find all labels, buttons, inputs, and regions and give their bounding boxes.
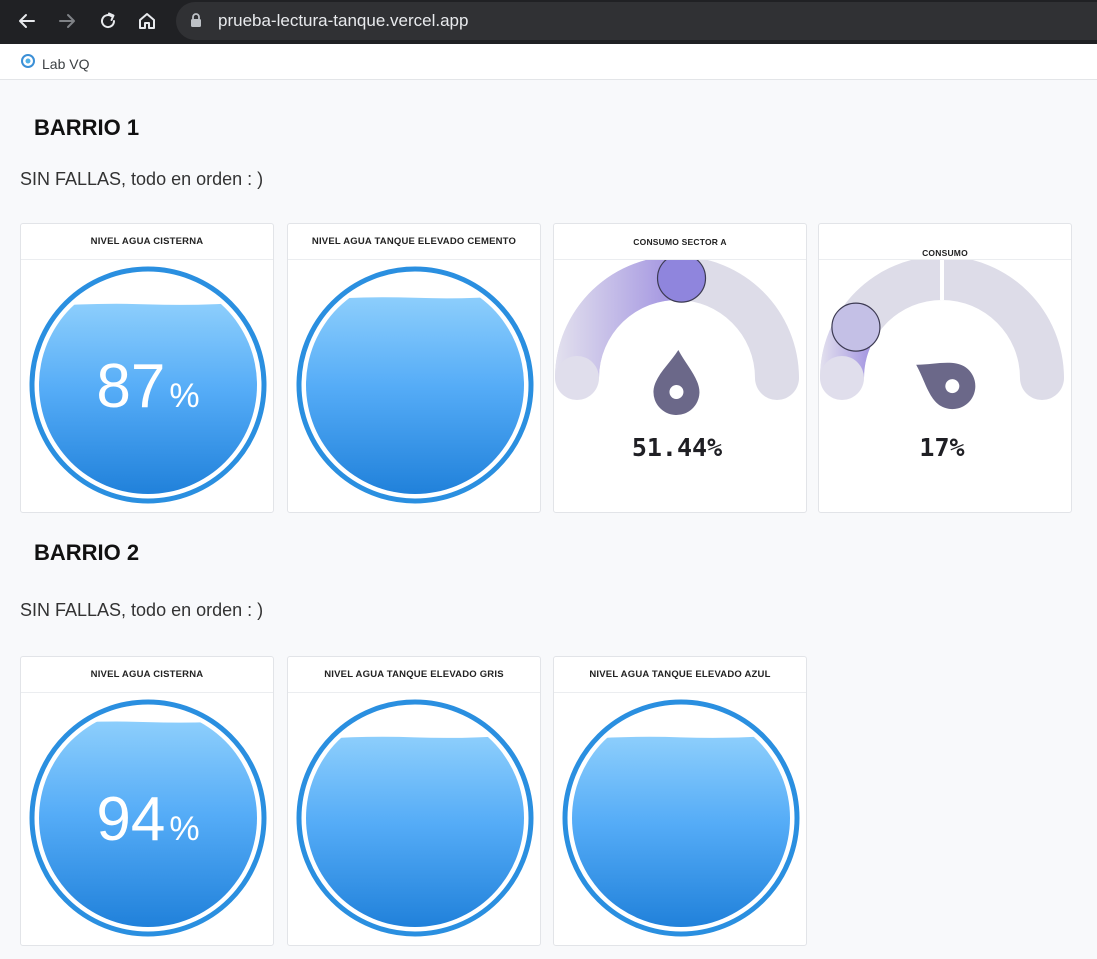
home-icon[interactable] [132, 6, 162, 36]
card-header: NIVEL AGUA TANQUE ELEVADO CEMENTO [288, 224, 540, 260]
gauge-track [820, 260, 1064, 378]
gauge-knob [656, 260, 707, 303]
water-fill [306, 294, 524, 494]
gauge-cap [555, 356, 599, 400]
arrow-left-icon[interactable] [12, 6, 42, 36]
gauge-knob [831, 302, 881, 352]
tank-ring [562, 699, 800, 937]
water-fill [572, 734, 790, 927]
tank-gauge [562, 699, 800, 937]
tank-ring [29, 699, 267, 937]
url-text: prueba-lectura-tanque.vercel.app [218, 11, 469, 30]
water-fill [39, 301, 257, 494]
bookmarks-bar: Lab VQ [0, 44, 1097, 80]
tank-card: NIVEL AGUA CISTERNA 94% [20, 656, 274, 946]
card-title: CONSUMO SECTOR A [633, 236, 727, 247]
lock-icon [190, 12, 202, 33]
tank-gauge: 87% [29, 266, 267, 504]
consumption-gauge: 17% [820, 260, 1064, 462]
tank-ring [296, 266, 534, 504]
tank-gauge: 94% [29, 699, 267, 937]
lab-icon [20, 53, 36, 74]
gauge-card: CONSUMO SECTOR A 51.44% [553, 223, 807, 513]
card-title: CONSUMO [922, 247, 968, 258]
tank-card: NIVEL AGUA TANQUE ELEVADO CEMENTO [287, 223, 541, 513]
tank-ring [296, 699, 534, 937]
tank-card: NIVEL AGUA TANQUE ELEVADO GRIS [287, 656, 541, 946]
gauge-needle [916, 362, 976, 410]
card-title: NIVEL AGUA TANQUE ELEVADO GRIS [324, 669, 504, 680]
gauge-needle [653, 350, 700, 415]
arrow-right-icon[interactable] [52, 6, 82, 36]
card-header: CONSUMO [819, 224, 1071, 260]
gauge-card: CONSUMO 17% [818, 223, 1072, 513]
section-title: BARRIO 1 [34, 115, 140, 140]
gauge-value: 17% [919, 433, 964, 462]
tank-gauge [296, 699, 534, 937]
card-header: NIVEL AGUA CISTERNA [21, 224, 273, 260]
water-fill [39, 719, 257, 927]
status-text: SIN FALLAS, todo en orden : ) [20, 600, 264, 620]
card-header: NIVEL AGUA TANQUE ELEVADO AZUL [554, 657, 806, 693]
tank-gauge [296, 266, 534, 504]
status-text: SIN FALLAS, todo en orden : ) [20, 169, 264, 189]
gauge-value: 51.44% [632, 433, 722, 462]
card-header: NIVEL AGUA CISTERNA [21, 657, 273, 693]
tank-card: NIVEL AGUA CISTERNA 87% [20, 223, 274, 513]
tank-value: 87% [96, 352, 199, 421]
gauge-cap [820, 356, 864, 400]
gauge-fill [555, 260, 683, 378]
consumption-gauge: 51.44% [555, 260, 799, 462]
tank-ring [29, 266, 267, 504]
card-header: CONSUMO SECTOR A [554, 224, 806, 260]
browser-toolbar: prueba-lectura-tanque.vercel.app [0, 0, 1097, 44]
tank-card: NIVEL AGUA TANQUE ELEVADO AZUL [553, 656, 807, 946]
address-bar[interactable]: prueba-lectura-tanque.vercel.app [176, 2, 1097, 40]
tank-value: 94% [96, 785, 199, 854]
section-title: BARRIO 2 [34, 540, 140, 565]
card-title: NIVEL AGUA TANQUE ELEVADO CEMENTO [311, 236, 517, 247]
card-header: NIVEL AGUA TANQUE ELEVADO GRIS [288, 657, 540, 693]
reload-icon[interactable] [93, 6, 123, 36]
card-title: NIVEL AGUA CISTERNA [90, 669, 204, 680]
bookmark-lab-vq[interactable]: Lab VQ [20, 53, 89, 74]
card-title: NIVEL AGUA CISTERNA [90, 236, 204, 247]
card-title: NIVEL AGUA TANQUE ELEVADO AZUL [589, 669, 771, 680]
water-fill [306, 734, 524, 927]
bookmark-label: Lab VQ [42, 55, 90, 72]
